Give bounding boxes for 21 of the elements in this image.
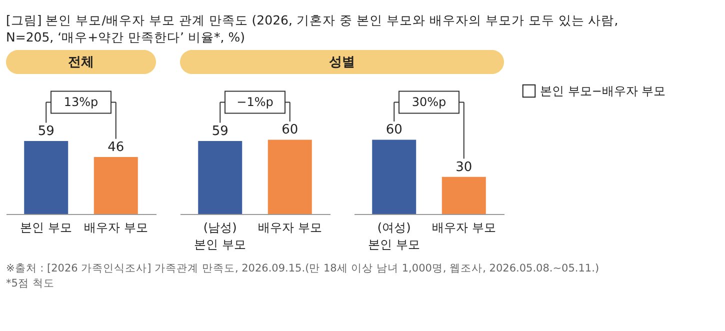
text: *5점 척도	[6, 278, 54, 290]
data-label: 60	[282, 122, 298, 138]
text: −1%p	[236, 95, 274, 110]
chart-subtitle: 전체	[68, 55, 94, 70]
legend-title: 본인 부모−배우자 부모	[540, 84, 666, 98]
text: ※출처 : [2026 가족인식조사] 가족관계 만족도, 2026.09.15.(만 18세 이상 남녀 1,000명, 웹조사, 2026.05.08.~05.11.)	[6, 262, 600, 274]
x-tick-label: 본인 부모	[20, 220, 72, 234]
data-label: 30	[456, 160, 472, 175]
data-label: 46	[108, 140, 124, 156]
x-tick-label: (남성) 본인 부모	[194, 220, 246, 252]
text: [그림] 본인 부모/배우자 부모 관계 만족도 (2026, 기혼자 중 본인 부모와 배우자의 부모가 모두 있는 사람, N=205, ‘매우+약간 만족한다’ 비율*, %)	[6, 12, 618, 44]
text: 13%p	[64, 95, 98, 110]
chart-subtitle: 성별	[329, 55, 355, 70]
x-tick-label: 배우자 부모	[84, 220, 148, 234]
x-tick-label: 배우자 부모	[258, 220, 322, 234]
data-label: 60	[386, 122, 402, 138]
data-label: 59	[38, 124, 54, 139]
data-label: 59	[212, 124, 228, 139]
text: 30%p	[412, 95, 446, 110]
x-tick-label: 배우자 부모	[432, 220, 496, 234]
x-tick-label: (여성) 본인 부모	[368, 220, 420, 252]
